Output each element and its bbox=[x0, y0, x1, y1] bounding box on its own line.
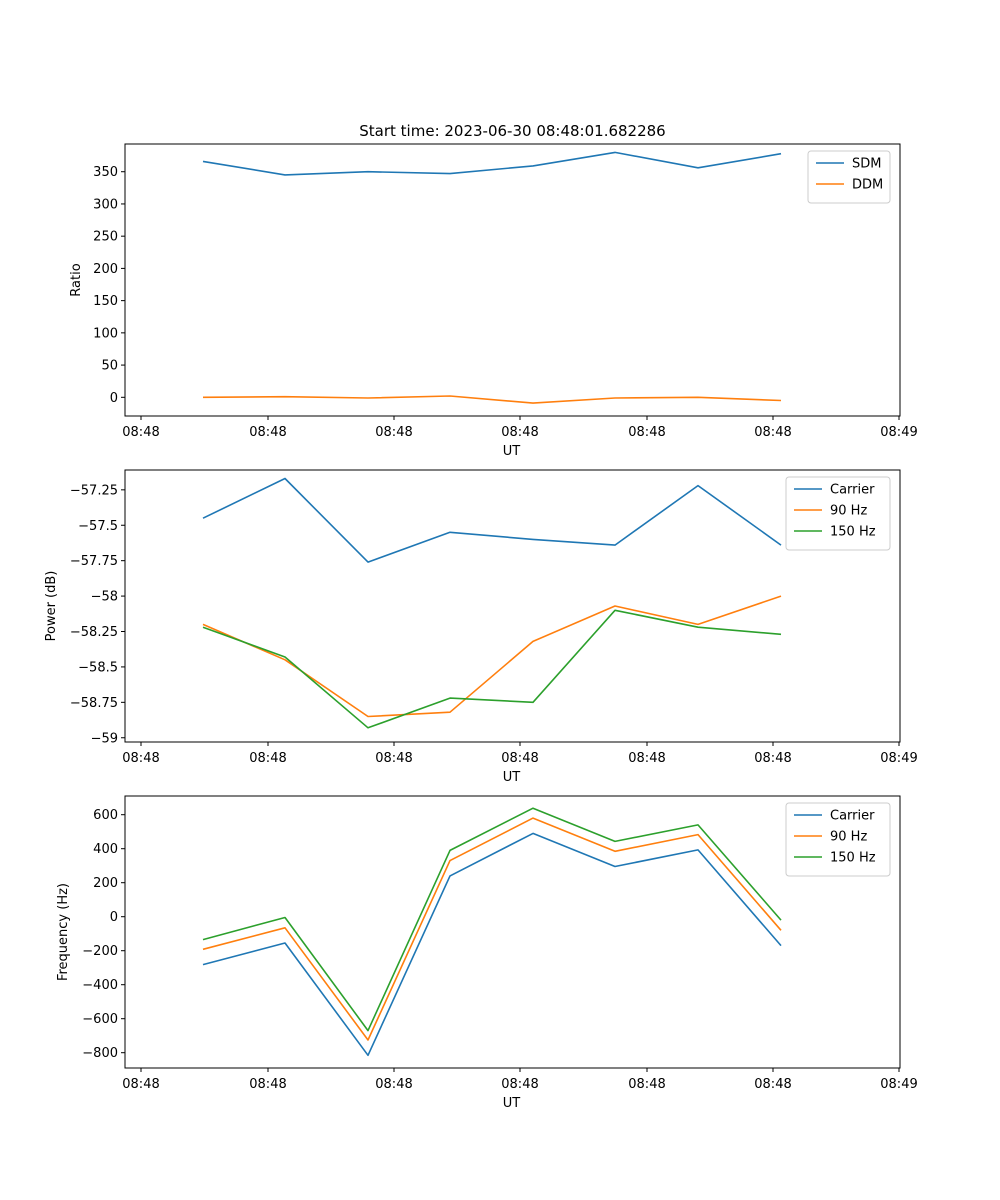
plot-frame bbox=[124, 795, 901, 1069]
y-tick-label: −400 bbox=[82, 978, 118, 993]
series-line-90-hz bbox=[202, 595, 782, 718]
legend-entry: 150 Hz bbox=[830, 525, 876, 540]
y-tick-label: 400 bbox=[93, 842, 118, 857]
legend-entry: Carrier bbox=[830, 809, 875, 824]
chart-panel-1: 0 50 100 150 200 250 300 350 08:48 08:48 08:48 08:4… bbox=[69, 143, 918, 459]
x-axis-label: UT bbox=[503, 444, 521, 459]
y-tick-label: 600 bbox=[93, 808, 118, 823]
x-axis-label: UT bbox=[503, 1096, 521, 1111]
series-line-carrier bbox=[202, 832, 782, 1057]
x-tick-label: 08:48 bbox=[122, 751, 159, 766]
x-tick-label: 08:48 bbox=[249, 751, 286, 766]
x-tick-label: 08:49 bbox=[880, 751, 917, 766]
y-tick-label: −58.25 bbox=[70, 625, 118, 640]
y-tick-label: −57.25 bbox=[70, 483, 118, 498]
x-tick-label: 08:48 bbox=[375, 751, 412, 766]
y-tick-label: −58.5 bbox=[78, 660, 118, 675]
y-tick-label: 250 bbox=[93, 230, 118, 245]
y-tick-label: 150 bbox=[93, 294, 118, 309]
x-tick-label: 08:48 bbox=[754, 1077, 791, 1092]
series-line-150-hz bbox=[202, 609, 782, 729]
x-tick-label: 08:48 bbox=[628, 751, 665, 766]
y-tick-label: 300 bbox=[93, 197, 118, 212]
series-line-150-hz bbox=[202, 807, 782, 1032]
y-tick-label: 200 bbox=[93, 262, 118, 277]
y-axis-label: Frequency (Hz) bbox=[56, 883, 71, 981]
y-tick-label: 100 bbox=[93, 326, 118, 341]
x-tick-label: 08:48 bbox=[249, 425, 286, 440]
chart-panel-2: −59 −58.75 −58.5 −58.25 −58 −57.75 −57.5 −57.25… bbox=[44, 469, 918, 785]
y-tick-label: 350 bbox=[93, 165, 118, 180]
legend: Carrier 90 Hz 150 Hz bbox=[785, 802, 891, 877]
x-tick-label: 08:48 bbox=[628, 425, 665, 440]
x-tick-label: 08:48 bbox=[501, 425, 538, 440]
x-axis-label: UT bbox=[503, 770, 521, 785]
x-tick-label: 08:48 bbox=[249, 1077, 286, 1092]
series-line-carrier bbox=[202, 477, 782, 563]
y-tick-label: −200 bbox=[82, 944, 118, 959]
series-line-90-hz bbox=[202, 817, 782, 1041]
legend-entry: Carrier bbox=[830, 483, 875, 498]
y-tick-label: −57.75 bbox=[70, 554, 118, 569]
x-tick-label: 08:48 bbox=[122, 1077, 159, 1092]
legend-entry: 150 Hz bbox=[830, 851, 876, 866]
chart-panels: 0 50 100 150 200 250 300 350 08:48 08:48 08:48 08:4… bbox=[44, 143, 918, 1111]
y-tick-label: 200 bbox=[93, 876, 118, 891]
y-tick-label: 50 bbox=[101, 359, 118, 374]
x-tick-label: 08:48 bbox=[501, 751, 538, 766]
x-tick-label: 08:48 bbox=[375, 1077, 412, 1092]
y-tick-label: −59 bbox=[91, 731, 118, 746]
series-line-ddm bbox=[202, 395, 782, 404]
series-line-sdm bbox=[202, 151, 782, 176]
y-tick-label: 0 bbox=[110, 910, 118, 925]
y-tick-label: −800 bbox=[82, 1046, 118, 1061]
legend-entry: SDM bbox=[852, 157, 881, 172]
legend: Carrier 90 Hz 150 Hz bbox=[785, 476, 891, 551]
y-tick-label: −600 bbox=[82, 1012, 118, 1027]
y-tick-label: 0 bbox=[110, 391, 118, 406]
legend-box bbox=[807, 150, 891, 204]
y-tick-label: −58 bbox=[91, 590, 118, 605]
plot-frame bbox=[124, 143, 901, 417]
legend-entry: 90 Hz bbox=[830, 830, 867, 845]
x-tick-label: 08:48 bbox=[122, 425, 159, 440]
x-tick-label: 08:48 bbox=[628, 1077, 665, 1092]
x-tick-label: 08:48 bbox=[501, 1077, 538, 1092]
chart-panel-3: −800 −600 −400 −200 0 200 400 600 08:48 08:48 08:4… bbox=[56, 795, 918, 1111]
y-tick-label: −57.5 bbox=[78, 519, 118, 534]
legend-entry: DDM bbox=[852, 178, 883, 193]
legend-entry: 90 Hz bbox=[830, 504, 867, 519]
x-tick-label: 08:49 bbox=[880, 1077, 917, 1092]
figure-title: Start time: 2023-06-30 08:48:01.682286 bbox=[359, 122, 665, 140]
y-axis-label: Ratio bbox=[69, 263, 84, 296]
plot-frame bbox=[124, 469, 901, 743]
legend: SDM DDM bbox=[807, 150, 891, 204]
y-tick-label: −58.75 bbox=[70, 696, 118, 711]
x-tick-label: 08:49 bbox=[880, 425, 917, 440]
x-tick-label: 08:48 bbox=[375, 425, 412, 440]
y-axis-label: Power (dB) bbox=[44, 571, 59, 642]
x-tick-label: 08:48 bbox=[754, 751, 791, 766]
x-tick-label: 08:48 bbox=[754, 425, 791, 440]
